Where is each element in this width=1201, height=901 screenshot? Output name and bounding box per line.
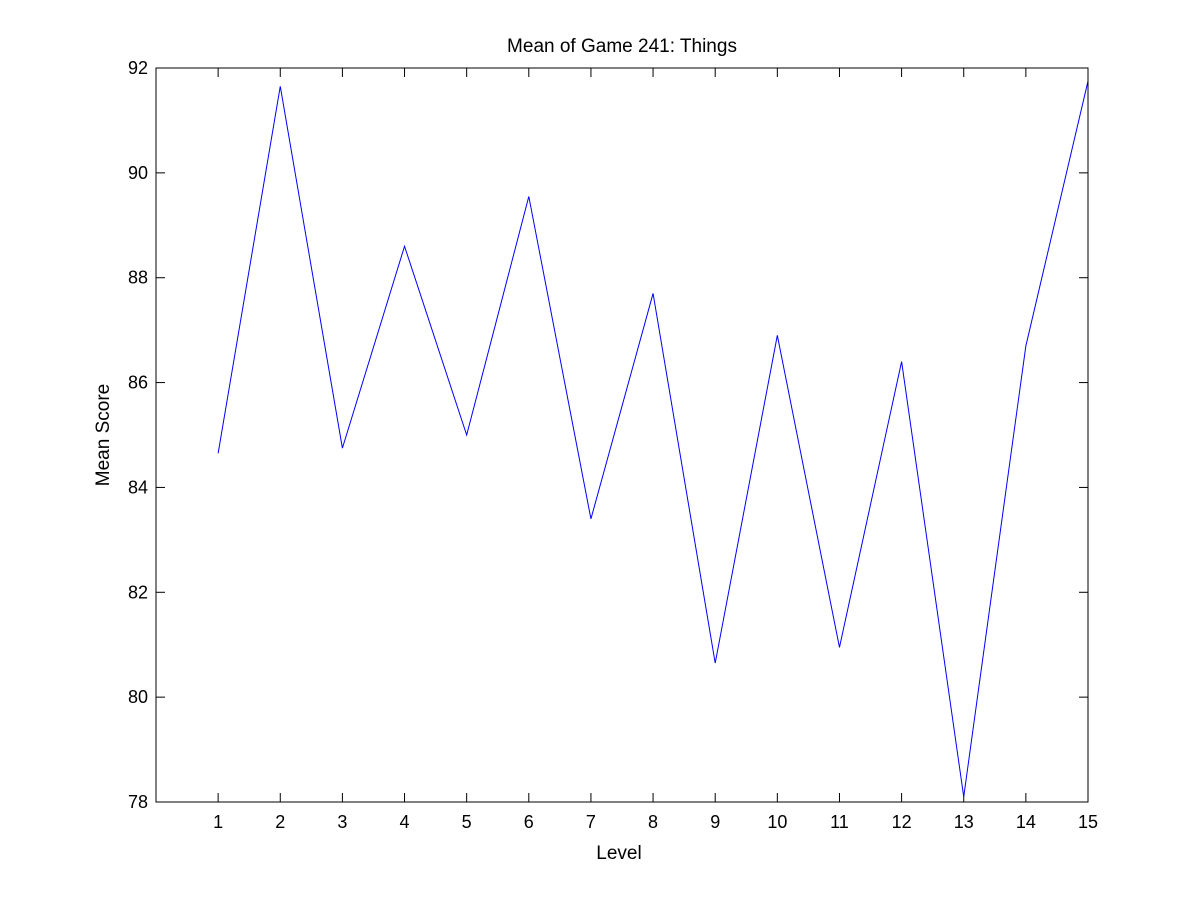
x-tick-label: 4 bbox=[400, 812, 410, 832]
x-tick-label: 7 bbox=[586, 812, 596, 832]
x-tick-label: 1 bbox=[213, 812, 223, 832]
y-tick-label: 88 bbox=[128, 268, 148, 288]
y-tick-label: 78 bbox=[128, 792, 148, 812]
axis-ticks bbox=[156, 67, 1089, 803]
chart-title: Mean of Game 241: Things bbox=[507, 36, 737, 57]
x-tick-label: 9 bbox=[710, 812, 720, 832]
plot-frame bbox=[155, 67, 1089, 803]
x-tick-label: 15 bbox=[1078, 812, 1098, 832]
x-tick-label: 5 bbox=[462, 812, 472, 832]
x-tick-label: 3 bbox=[337, 812, 347, 832]
plot-background bbox=[156, 68, 1088, 802]
x-tick-label: 10 bbox=[767, 812, 787, 832]
y-tick-label: 86 bbox=[128, 373, 148, 393]
x-tick-label: 12 bbox=[892, 812, 912, 832]
x-tick-label: 6 bbox=[524, 812, 534, 832]
y-tick-label: 90 bbox=[128, 163, 148, 183]
y-tick-label: 82 bbox=[128, 582, 148, 602]
y-tick-label: 92 bbox=[128, 58, 148, 78]
y-tick-label: 84 bbox=[128, 477, 148, 497]
series-layer bbox=[217, 80, 1089, 797]
series-line bbox=[217, 80, 1089, 797]
x-tick-label: 2 bbox=[275, 812, 285, 832]
x-tick-label: 11 bbox=[830, 812, 849, 832]
x-tick-label: 13 bbox=[954, 812, 974, 832]
x-tick-label: 14 bbox=[1016, 812, 1036, 832]
x-tick-label: 8 bbox=[648, 812, 658, 832]
y-axis-label: Mean Score bbox=[93, 384, 114, 486]
x-axis-label: Level bbox=[596, 843, 641, 864]
y-tick-label: 80 bbox=[128, 687, 148, 707]
